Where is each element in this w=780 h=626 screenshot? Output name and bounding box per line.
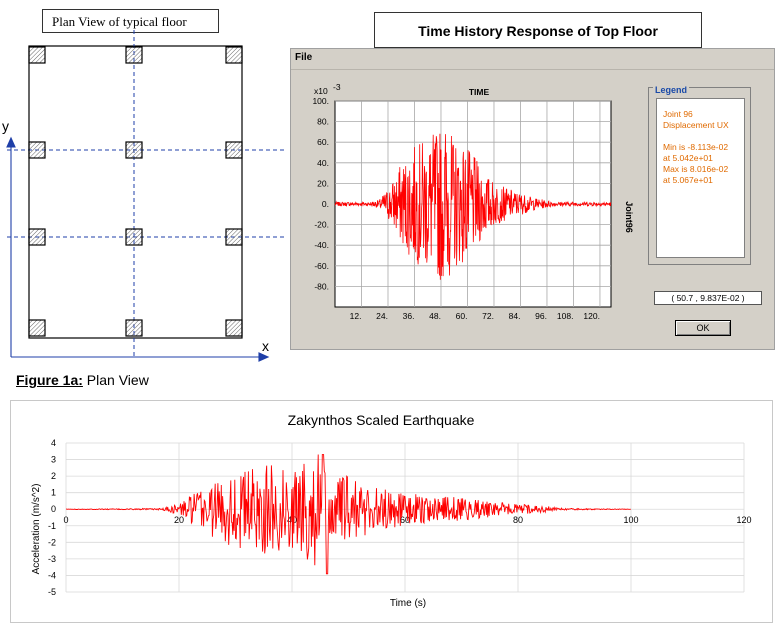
ok-button[interactable]: OK	[675, 320, 731, 336]
plan-column	[28, 319, 46, 337]
window-menu-bar: File	[291, 49, 774, 70]
x-tick-label: 96.	[535, 311, 547, 321]
eq-y-tick-label: -2	[48, 537, 56, 547]
plot-exponent-label: x10	[314, 86, 328, 96]
y-tick-label: -40.	[314, 240, 329, 250]
plot-x-ticks: 12. 24. 36. 48. 60. 72. 84. 96. 108. 120.	[350, 311, 600, 321]
displacement-signal	[334, 133, 612, 280]
eq-x-tick-label: 80	[513, 515, 523, 525]
eq-x-tick-label: 100	[623, 515, 638, 525]
eq-x-tick-label: 60	[400, 515, 410, 525]
figure-caption-label: Figure 1a:	[16, 372, 83, 388]
eq-y-tick-label: -5	[48, 587, 56, 597]
eq-x-axis-label: Time (s)	[390, 598, 426, 609]
legend-line: Displacement UX	[663, 120, 729, 130]
y-tick-label: -20.	[314, 220, 329, 230]
earthquake-chart: Zakynthos Scaled Earthquake 4 3 2 1 0 -1 -2 -3 -…	[31, 412, 752, 609]
plan-column	[125, 319, 143, 337]
eq-y-tick-label: 0	[51, 504, 56, 514]
time-history-title: Time History Response of Top Floor	[374, 12, 702, 48]
x-tick-label: 84.	[509, 311, 521, 321]
y-tick-label: -60.	[314, 261, 329, 271]
eq-y-tick-label: 4	[51, 438, 56, 448]
eq-y-axis-label: Acceleration (m/s^2)	[31, 484, 42, 575]
plan-outline	[28, 45, 243, 339]
y-tick-label: 80.	[317, 117, 329, 127]
menu-file[interactable]: File	[295, 52, 313, 63]
plan-column	[28, 46, 46, 64]
legend-panel: Joint 96 Displacement UX Min is -8.113e-…	[648, 87, 751, 265]
plan-axis-y-arrow	[6, 136, 16, 148]
plot-title: TIME	[469, 87, 490, 97]
eq-y-tick-label: 2	[51, 471, 56, 481]
plan-column	[225, 46, 243, 64]
acceleration-signal	[66, 454, 631, 575]
y-tick-label: -80.	[314, 281, 329, 291]
eq-y-tick-label: 1	[51, 488, 56, 498]
y-tick-label: 40.	[317, 158, 329, 168]
plan-view-drawing: y x	[2, 30, 286, 362]
x-tick-label: 60.	[456, 311, 468, 321]
x-tick-label: 120.	[583, 311, 600, 321]
plan-column	[28, 228, 46, 246]
eq-chart-title: Zakynthos Scaled Earthquake	[288, 412, 475, 428]
eq-y-tick-label: -4	[48, 570, 56, 580]
plot-y-ticks: 100. 80. 60. 40. 20. 0. -20. -40. -60. -80.	[312, 96, 329, 291]
y-tick-label: 20.	[317, 178, 329, 188]
x-tick-label: 36.	[403, 311, 415, 321]
plan-columns	[28, 46, 243, 337]
eq-y-tick-label: -3	[48, 554, 56, 564]
legend-line: at 5.042e+01	[663, 153, 713, 163]
plan-title: Plan View of typical floor	[42, 9, 219, 33]
plan-column	[28, 141, 46, 159]
plot-exponent-value: -3	[333, 82, 341, 92]
y-tick-label: 100.	[312, 96, 329, 106]
figure-caption-text: Plan View	[82, 372, 149, 388]
plan-axes	[6, 136, 270, 362]
y-tick-label: 0.	[322, 199, 329, 209]
plan-axis-y-label: y	[2, 118, 9, 134]
eq-y-tick-label: 3	[51, 455, 56, 465]
legend-title: Legend	[653, 85, 690, 95]
x-tick-label: 108.	[557, 311, 574, 321]
x-tick-label: 24.	[376, 311, 388, 321]
plan-column	[125, 46, 143, 64]
plan-column	[225, 319, 243, 337]
plan-axis-x-arrow	[258, 352, 270, 362]
plan-column	[125, 141, 143, 159]
coordinate-readout: ( 50.7 , 9.837E-02 )	[654, 291, 762, 305]
plan-column	[125, 228, 143, 246]
eq-grid	[65, 442, 745, 593]
x-tick-label: 12.	[350, 311, 362, 321]
earthquake-chart-frame: Zakynthos Scaled Earthquake 4 3 2 1 0 -1 -2 -3 -…	[10, 400, 773, 623]
y-tick-label: 60.	[317, 137, 329, 147]
time-history-window: File x10 -3 TIME 100. 80. 60. 40. 20. 0. -20. -…	[290, 48, 775, 350]
legend-line: Joint 96	[663, 109, 693, 119]
eq-y-tick-label: -1	[48, 521, 56, 531]
eq-x-tick-label: 20	[174, 515, 184, 525]
eq-x-tick-label: 120	[736, 515, 751, 525]
eq-x-tick-label: 0	[63, 515, 68, 525]
plot-joint-label: Joint96	[624, 201, 634, 233]
figure-caption: Figure 1a: Plan View	[16, 372, 149, 388]
legend-content: Joint 96 Displacement UX Min is -8.113e-…	[656, 98, 745, 258]
plan-axis-x-label: x	[262, 338, 269, 354]
legend-line: at 5.067e+01	[663, 175, 713, 185]
plan-column	[225, 228, 243, 246]
x-tick-label: 48.	[429, 311, 441, 321]
legend-line: Max is 8.016e-02	[663, 164, 729, 174]
plan-column	[225, 141, 243, 159]
time-history-plot: x10 -3 TIME 100. 80. 60. 40. 20. 0. -20. -40. -6…	[312, 82, 634, 321]
plan-grid-lines	[7, 30, 286, 358]
eq-y-ticks: 4 3 2 1 0 -1 -2 -3 -4 -5	[48, 438, 56, 597]
legend-line: Min is -8.113e-02	[663, 142, 729, 152]
x-tick-label: 72.	[482, 311, 494, 321]
